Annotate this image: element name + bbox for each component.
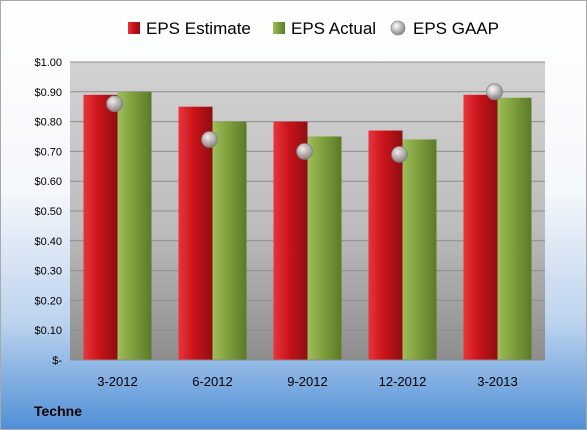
gaap-marker xyxy=(296,142,313,160)
y-tick-label: $0.30 xyxy=(34,266,62,278)
y-tick-label: $0.80 xyxy=(34,117,62,129)
legend-label-actual: EPS Actual xyxy=(291,19,376,38)
x-axis-ticks: 3-2012 6-2012 9-2012 12-2012 3-2013 xyxy=(97,374,517,389)
x-tick-label: 12-2012 xyxy=(379,374,427,389)
legend-label-estimate: EPS Estimate xyxy=(146,19,251,38)
y-tick-label: $0.10 xyxy=(34,325,62,337)
legend-item-actual: EPS Actual xyxy=(273,19,376,38)
gaap-marker xyxy=(391,145,408,163)
legend-swatch-gaap xyxy=(390,20,406,36)
estimate-bar xyxy=(178,106,213,360)
gaap-markers xyxy=(106,83,503,163)
actual-bar xyxy=(307,136,342,360)
y-tick-label: $0.20 xyxy=(34,295,62,307)
estimate-bar xyxy=(368,130,403,360)
y-tick-label: $0.70 xyxy=(34,146,62,158)
x-tick-label: 6-2012 xyxy=(192,374,232,389)
y-tick-label: $- xyxy=(52,355,62,367)
actual-bar xyxy=(497,97,532,360)
legend-swatch-actual xyxy=(273,22,285,34)
legend-swatch-estimate xyxy=(128,22,140,34)
estimate-bar xyxy=(463,94,498,360)
gaap-marker xyxy=(201,131,218,148)
y-tick-label: $0.90 xyxy=(34,87,62,99)
x-tick-label: 9-2012 xyxy=(287,374,327,389)
bars xyxy=(83,91,532,361)
x-tick-label: 3-2012 xyxy=(97,374,137,389)
actual-bar xyxy=(402,139,437,360)
y-tick-label: $0.50 xyxy=(34,206,62,218)
y-tick-label: $0.60 xyxy=(34,176,62,188)
y-axis-ticks: $- $0.10 $0.20 $0.30 $0.40 $0.50 $0.60 $0.70 $0.… xyxy=(34,57,62,367)
estimate-bar xyxy=(273,121,308,360)
y-tick-label: $1.00 xyxy=(34,57,62,69)
gaap-marker xyxy=(486,83,503,101)
legend-item-gaap: EPS GAAP xyxy=(390,19,499,38)
company-name: Techne xyxy=(34,403,82,419)
legend-item-estimate: EPS Estimate xyxy=(128,19,251,38)
gaap-marker xyxy=(106,95,123,113)
actual-bar xyxy=(212,121,247,360)
legend-label-gaap: EPS GAAP xyxy=(413,19,499,38)
x-tick-label: 3-2013 xyxy=(477,374,517,389)
estimate-bar xyxy=(83,94,118,360)
actual-bar xyxy=(117,91,152,361)
legend: EPS Estimate EPS Actual EPS GAAP xyxy=(128,19,499,38)
y-tick-label: $0.40 xyxy=(34,236,62,248)
